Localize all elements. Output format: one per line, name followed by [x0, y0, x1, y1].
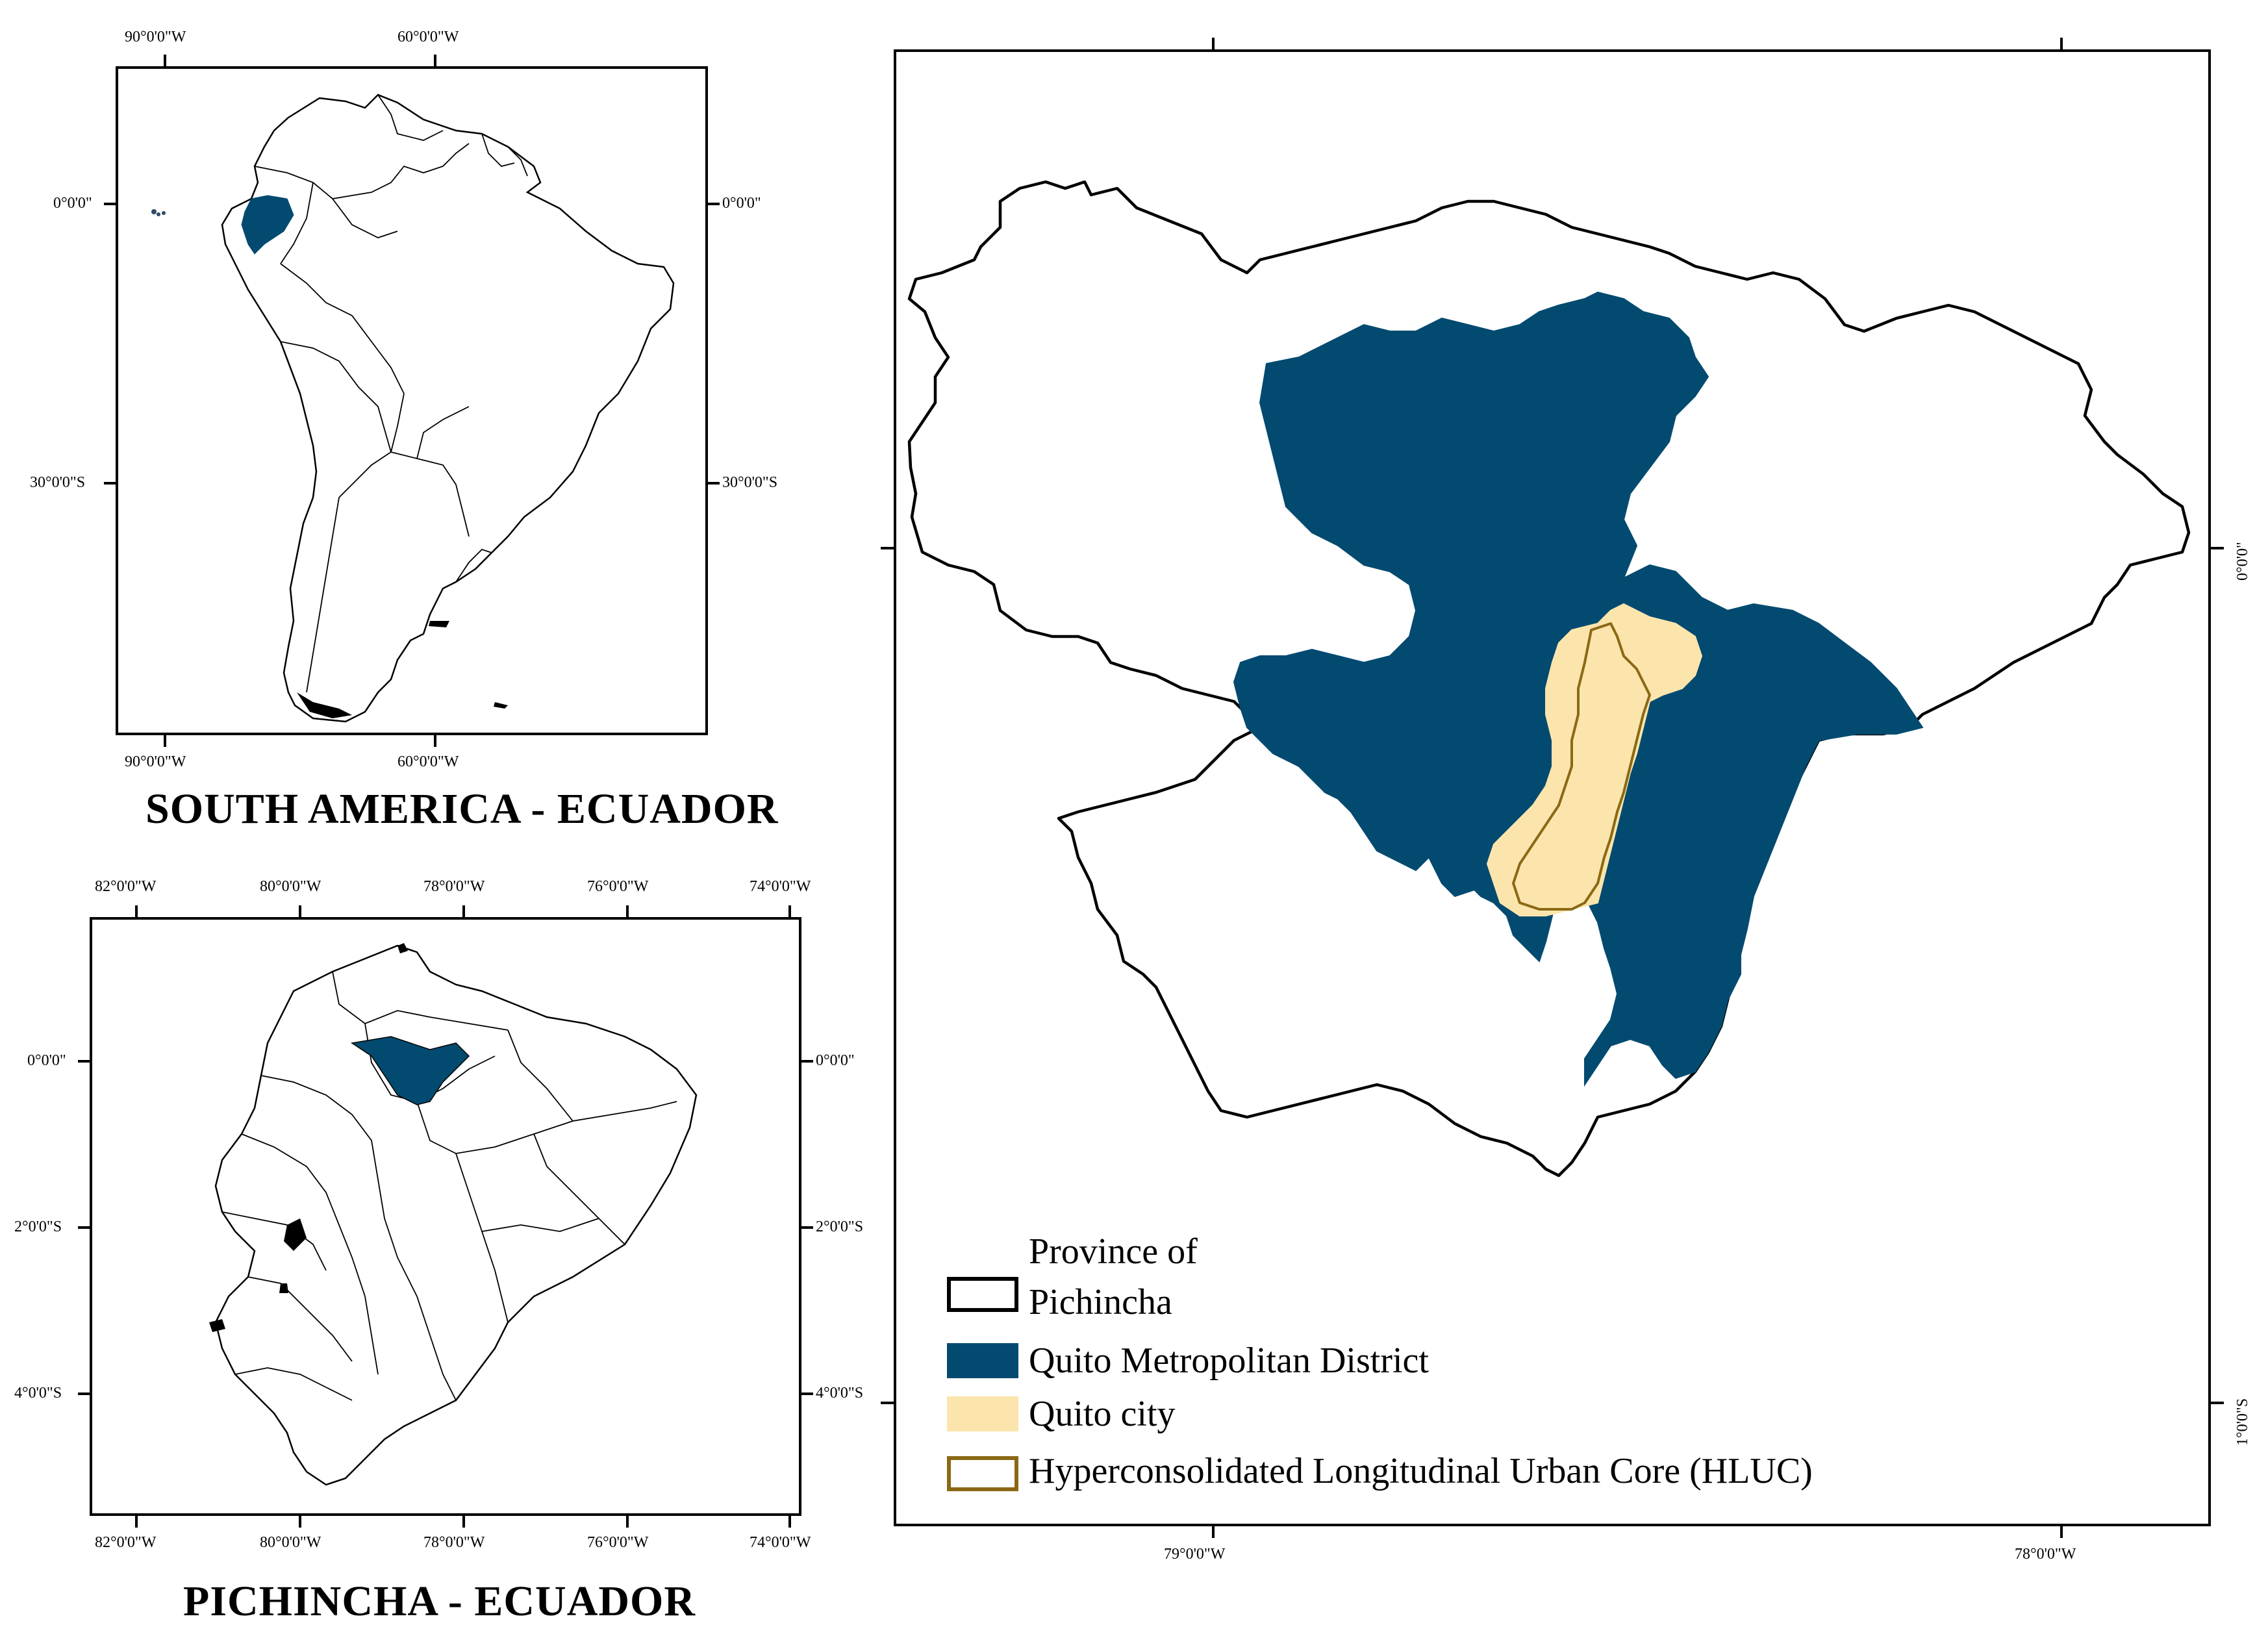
sa-y-tick-left-1: 0°0'0" — [53, 195, 92, 212]
ec-tick-top-5 — [788, 905, 791, 918]
sa-tick-left-2 — [104, 482, 117, 485]
ec-tick-top-1 — [135, 905, 138, 918]
sa-tick-top-1 — [164, 55, 166, 68]
ec-x-tick-top-4: 76°0'0"W — [587, 878, 649, 895]
district-swatch — [947, 1343, 1018, 1378]
sa-tick-bottom-1 — [164, 734, 166, 747]
legend-label-province-line2: Pichincha — [1029, 1282, 1172, 1322]
main-tick-bottom-2 — [2060, 1525, 2063, 1538]
sa-tick-right-1 — [707, 203, 720, 205]
city-region — [1486, 603, 1703, 916]
sa-x-tick-top-2: 60°0'0"W — [397, 29, 459, 45]
sa-tick-left-1 — [104, 203, 117, 205]
sa-x-tick-top-1: 90°0'0"W — [125, 29, 186, 45]
legend-label-city: Quito city — [1029, 1394, 1176, 1434]
pichincha-main-map — [907, 180, 2191, 1178]
pichincha-title: PICHINCHA - ECUADOR — [183, 1578, 696, 1625]
ec-x-tick-bottom-4: 76°0'0"W — [587, 1534, 649, 1551]
legend-item-hluc: Hyperconsolidated Longitudinal Urban Cor… — [947, 1446, 1813, 1496]
province-borders — [221, 971, 677, 1401]
ec-x-tick-top-1: 82°0'0"W — [95, 878, 157, 895]
legend-item-city: Quito city — [947, 1389, 1176, 1439]
ec-y-tick-right-1: 0°0'0" — [816, 1052, 855, 1069]
ec-x-tick-bottom-5: 74°0'0"W — [750, 1534, 811, 1551]
ec-y-tick-right-2: 2°0'0"S — [816, 1218, 864, 1235]
country-borders — [254, 94, 528, 693]
ec-y-tick-left-2: 2°0'0"S — [14, 1218, 62, 1235]
ec-tick-bottom-3 — [462, 1515, 465, 1528]
ec-x-tick-bottom-3: 78°0'0"W — [423, 1534, 485, 1551]
pichincha-highlight — [351, 1036, 470, 1105]
main-x-tick-2: 78°0'0"W — [2015, 1546, 2076, 1563]
ec-tick-right-3 — [800, 1392, 813, 1395]
main-tick-top-1 — [1212, 38, 1215, 51]
legend-item-province: Province of Pichincha — [947, 1231, 1198, 1328]
province-swatch — [947, 1277, 1018, 1312]
south-america-inset — [116, 66, 708, 735]
legend-label-hluc: Hyperconsolidated Longitudinal Urban Cor… — [1029, 1451, 1813, 1491]
coastal-islands — [209, 943, 408, 1332]
ec-x-tick-bottom-1: 82°0'0"W — [95, 1534, 157, 1551]
south-america-title: SOUTH AMERICA - ECUADOR — [145, 785, 779, 833]
ec-tick-left-1 — [78, 1060, 91, 1063]
ec-x-tick-top-3: 78°0'0"W — [423, 878, 485, 895]
sa-x-tick-bottom-2: 60°0'0"W — [397, 753, 459, 770]
ec-tick-left-2 — [78, 1226, 91, 1229]
southern-islands — [297, 621, 508, 718]
sa-y-tick-right-1: 0°0'0" — [722, 195, 761, 212]
main-tick-right-1 — [2210, 547, 2224, 549]
legend-label-district: Quito Metropolitan District — [1029, 1341, 1429, 1381]
hluc-outline — [1512, 622, 1651, 911]
main-tick-top-2 — [2060, 38, 2063, 51]
legend-item-district: Quito Metropolitan District — [947, 1335, 1429, 1386]
ec-tick-bottom-4 — [626, 1515, 629, 1528]
ec-x-tick-top-5: 74°0'0"W — [750, 878, 811, 895]
main-tick-left-1 — [881, 547, 895, 549]
main-x-tick-1: 79°0'0"W — [1164, 1546, 1226, 1563]
ec-tick-top-3 — [462, 905, 465, 918]
ec-tick-top-2 — [299, 905, 301, 918]
city-swatch — [947, 1396, 1018, 1431]
sa-y-tick-left-2: 30°0'0"S — [30, 474, 86, 491]
legend-label-province: Province of Pichincha — [1029, 1226, 1198, 1328]
ec-y-tick-left-1: 0°0'0" — [27, 1052, 66, 1069]
galapagos-islands — [151, 209, 166, 216]
legend-label-province-line1: Province of — [1029, 1231, 1198, 1272]
ecuador-highlight — [241, 195, 294, 255]
sa-x-tick-bottom-1: 90°0'0"W — [125, 753, 186, 770]
sa-y-tick-right-2: 30°0'0"S — [722, 474, 778, 491]
ec-x-tick-bottom-2: 80°0'0"W — [260, 1534, 321, 1551]
ec-tick-bottom-2 — [299, 1515, 301, 1528]
main-y-tick-2: 1°0'0"S — [2234, 1398, 2251, 1446]
ec-tick-bottom-1 — [135, 1515, 138, 1528]
sa-tick-top-2 — [434, 55, 436, 68]
ecuador-outline — [214, 944, 698, 1486]
ec-x-tick-top-2: 80°0'0"W — [260, 878, 321, 895]
south-america-outline — [221, 94, 675, 723]
sa-tick-right-2 — [707, 482, 720, 485]
main-map — [894, 49, 2211, 1526]
main-tick-left-2 — [881, 1402, 895, 1404]
ec-tick-left-3 — [78, 1392, 91, 1395]
main-y-tick-1: 0°0'0" — [2234, 542, 2251, 581]
ec-y-tick-left-3: 4°0'0"S — [14, 1385, 62, 1402]
ecuador-inset — [90, 917, 801, 1516]
ec-tick-bottom-5 — [788, 1515, 791, 1528]
sa-tick-bottom-2 — [434, 734, 436, 747]
south-america-map — [151, 94, 675, 723]
ec-tick-right-2 — [800, 1226, 813, 1229]
main-tick-right-2 — [2210, 1402, 2224, 1404]
main-tick-bottom-1 — [1212, 1525, 1215, 1538]
ec-tick-right-1 — [800, 1060, 813, 1063]
ec-tick-top-4 — [626, 905, 629, 918]
hluc-swatch — [947, 1456, 1018, 1491]
ecuador-map — [209, 943, 698, 1486]
ec-y-tick-right-3: 4°0'0"S — [816, 1385, 864, 1402]
